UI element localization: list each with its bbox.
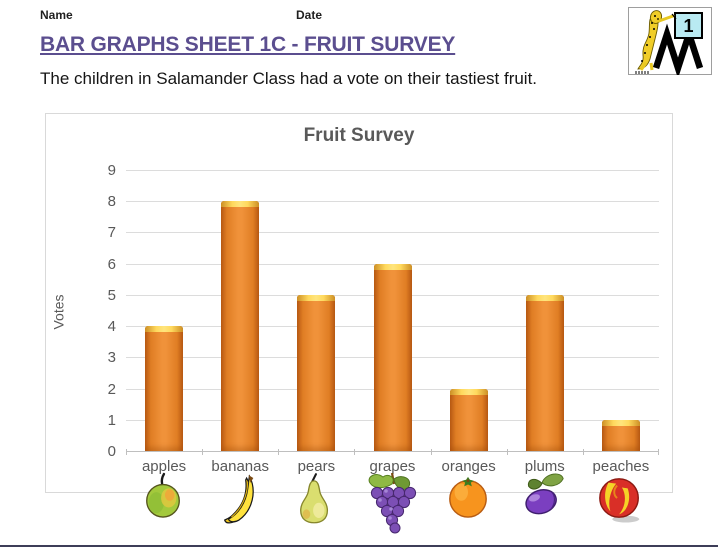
gridline: [126, 232, 659, 234]
x-axis-line: [126, 451, 659, 452]
bar-peaches: [601, 419, 640, 451]
chart-title: Fruit Survey: [303, 125, 415, 146]
y-tick-label: 7: [107, 224, 116, 242]
orange-icon: [448, 476, 487, 518]
x-axis-labels: apples bananas pears grapes oranges plums peac…: [126, 458, 659, 475]
grapes-icon: [369, 472, 417, 534]
x-category-label-pears: pears: [297, 458, 336, 475]
x-axis-tick: [126, 449, 127, 455]
peach-icon: [599, 478, 640, 523]
y-tick-label: 9: [107, 162, 116, 179]
y-tick-label: 8: [107, 193, 116, 211]
y-axis-labels: 0 1 2 3 4 5 6 7 8 9: [74, 162, 116, 460]
x-axis-tick: [582, 449, 584, 455]
x-category-label-peaches: peaches: [592, 458, 650, 475]
bar-grapes: [373, 263, 412, 451]
worksheet-title: BAR GRAPHS SHEET 1C - FRUIT SURVEY: [40, 33, 456, 56]
x-category-label-oranges: oranges: [441, 458, 496, 475]
logo-number: 1: [683, 16, 693, 36]
gridline: [126, 201, 659, 203]
y-tick-label: 4: [107, 318, 116, 336]
worksheet-subtitle: The children in Salamander Class had a v…: [40, 69, 538, 88]
pear-icon: [300, 473, 329, 524]
page-bottom-rule: [0, 545, 718, 547]
plum-icon: [525, 473, 564, 515]
y-tick-label: 2: [107, 380, 116, 398]
y-tick-label: 5: [107, 286, 116, 304]
x-axis-tick: [658, 449, 659, 455]
banana-icon: [224, 474, 254, 524]
y-tick-label: 0: [107, 443, 116, 460]
peach-icon-cell: [582, 471, 658, 535]
x-axis-tick: [430, 449, 432, 455]
x-axis-tick: [202, 449, 204, 455]
pear-icon-cell: [277, 471, 353, 535]
x-category-label-grapes: grapes: [369, 458, 416, 475]
fruit-icons-row: [125, 471, 658, 535]
x-category-label-bananas: bananas: [211, 458, 269, 475]
apple-icon-cell: [125, 471, 201, 535]
math-salamanders-logo: 1: [628, 7, 712, 79]
bar-chart: Fruit Survey Votes 0 1 2 3 4 5 6 7 8 9 apples bana…: [45, 113, 673, 493]
x-category-label-plums: plums: [524, 458, 565, 475]
salamander-icon: [635, 10, 677, 74]
grapes-icon-cell: [353, 471, 429, 535]
apple-icon: [146, 472, 180, 518]
bar-plums: [525, 294, 564, 451]
date-field-label: Date: [296, 8, 323, 22]
name-field-label: Name: [40, 8, 73, 22]
y-axis-title: Votes: [48, 171, 70, 452]
plot-area: [126, 170, 659, 455]
y-tick-label: 6: [107, 255, 116, 273]
plum-icon-cell: [506, 471, 582, 535]
x-axis-tick: [506, 449, 508, 455]
banana-icon-cell: [201, 471, 277, 535]
x-axis-tick: [278, 449, 280, 455]
y-tick-label: 3: [107, 349, 116, 367]
bar-pears: [297, 294, 336, 451]
x-axis-tick: [354, 449, 356, 455]
bar-apples: [145, 326, 184, 451]
salamander-logo-icon: 1: [628, 7, 712, 79]
x-category-label-apples: apples: [141, 458, 187, 475]
gridline: [126, 170, 659, 171]
y-tick-label: 1: [107, 411, 116, 429]
bar-oranges: [449, 388, 488, 451]
y-axis-title-text: Votes: [51, 293, 67, 330]
bar-bananas: [221, 201, 260, 451]
orange-icon-cell: [430, 471, 506, 535]
